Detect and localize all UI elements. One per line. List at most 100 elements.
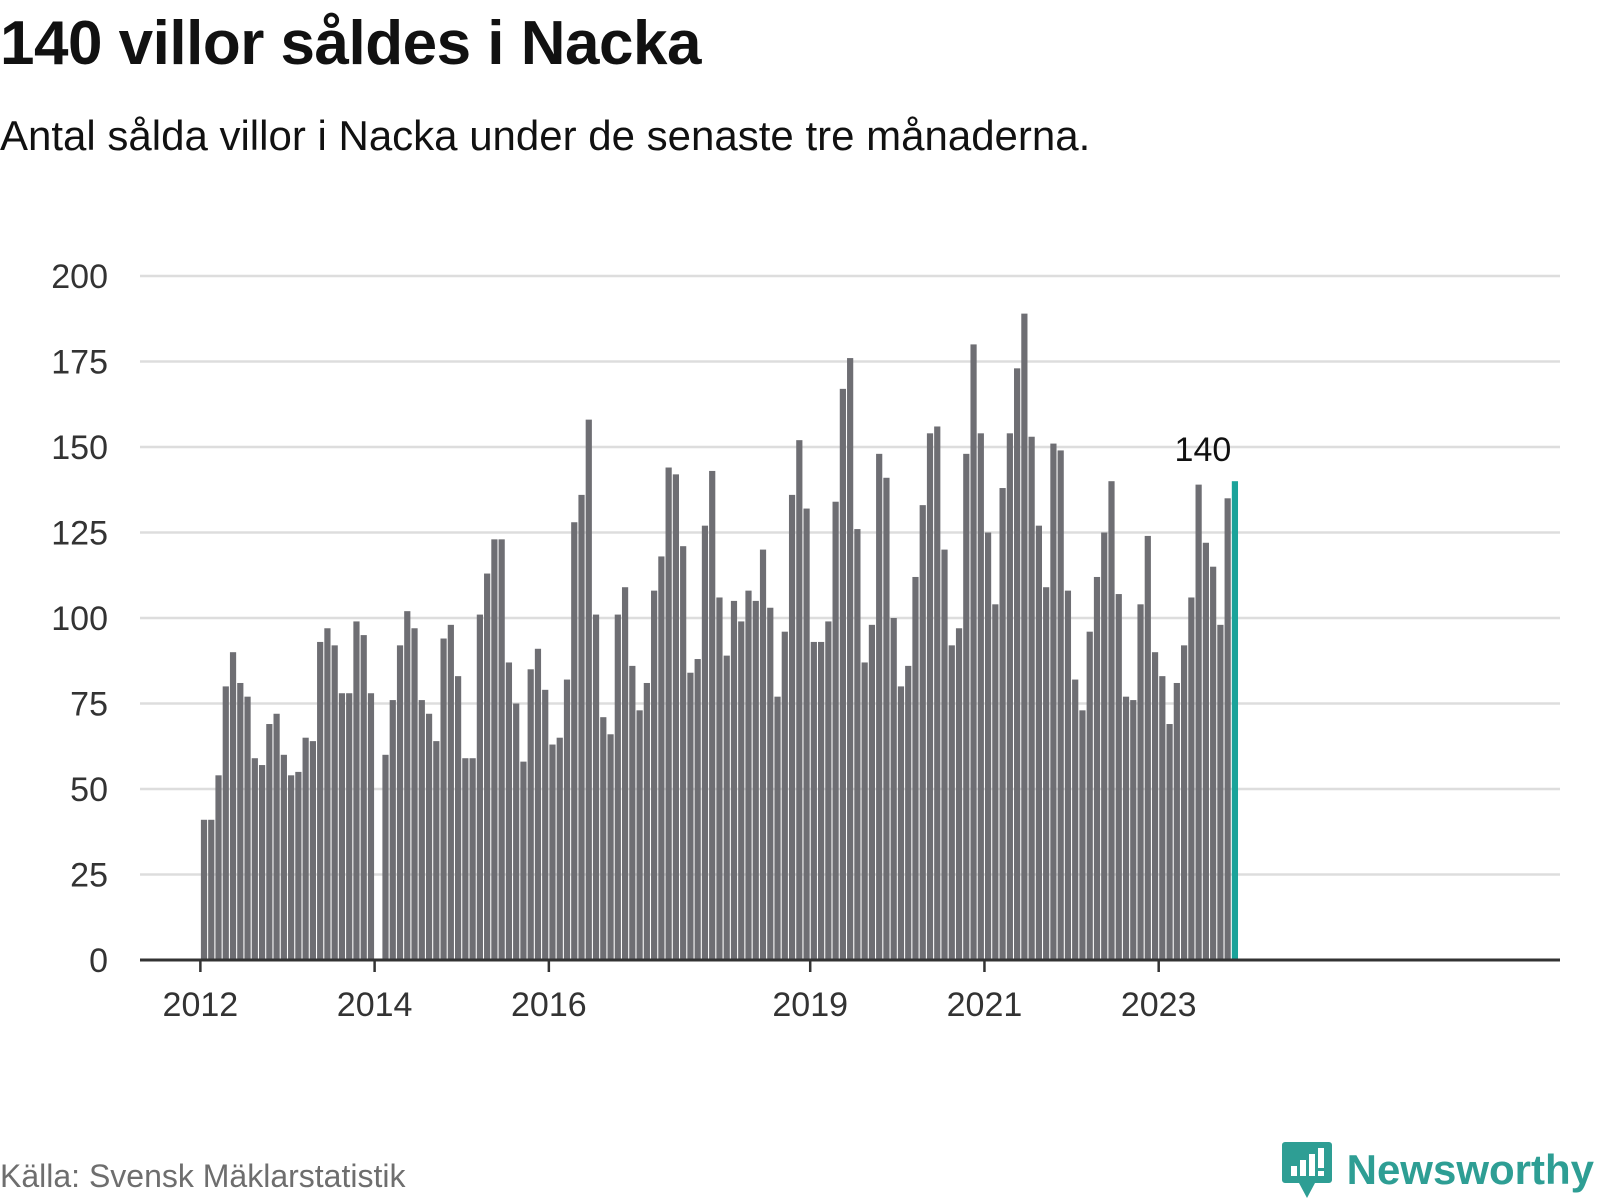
bar [1014, 368, 1021, 961]
bar [607, 734, 614, 960]
bar [302, 737, 309, 960]
bar [1072, 679, 1079, 960]
bar [1217, 624, 1224, 960]
bar [324, 628, 331, 960]
y-tick-label: 175 [51, 344, 108, 382]
bar [781, 631, 788, 960]
bar [498, 539, 505, 960]
bar [592, 614, 600, 960]
bar [941, 549, 948, 960]
bar [251, 758, 258, 960]
bar [977, 433, 984, 960]
x-tick-label: 2016 [511, 986, 587, 1024]
bar [484, 573, 491, 960]
bar [774, 696, 781, 960]
bar [788, 494, 796, 960]
bar [1086, 631, 1093, 960]
bar [360, 635, 367, 960]
y-tick-label: 125 [51, 515, 108, 553]
bar [1035, 525, 1042, 960]
bar [578, 494, 585, 960]
bar [215, 775, 222, 960]
bar [273, 713, 280, 960]
bar [1101, 532, 1108, 960]
bar [200, 819, 208, 960]
bar [1166, 724, 1173, 960]
bar [513, 703, 520, 960]
bar [1093, 576, 1101, 960]
x-tick-label: 2019 [772, 986, 848, 1024]
bar [745, 590, 752, 960]
bar [926, 433, 934, 960]
bar [455, 676, 462, 960]
bar [229, 652, 237, 960]
bar [1006, 433, 1013, 960]
bar [237, 682, 244, 960]
bar [999, 488, 1006, 960]
bar [934, 426, 941, 961]
bar [1115, 594, 1122, 960]
bar [585, 419, 592, 960]
y-tick-label: 150 [51, 429, 108, 467]
bar [1130, 700, 1137, 960]
bar [542, 689, 549, 960]
bar [1144, 535, 1151, 960]
bar [861, 662, 868, 960]
bar [1050, 443, 1057, 961]
bar [1210, 566, 1217, 960]
bar [897, 686, 905, 960]
bar [600, 717, 607, 960]
bar [556, 737, 563, 960]
bar [730, 600, 738, 960]
brand[interactable]: Newsworthy [1281, 1140, 1594, 1200]
bar [709, 470, 716, 960]
bar [970, 344, 977, 960]
bar [651, 590, 658, 960]
bar [832, 501, 839, 960]
bar [520, 761, 527, 960]
bar [984, 532, 992, 960]
bars [200, 313, 1239, 961]
bar [1188, 597, 1195, 960]
x-tick-label: 2021 [947, 986, 1023, 1024]
y-tick-label: 100 [51, 600, 108, 638]
bar [614, 614, 621, 960]
bar [919, 505, 926, 960]
bar [687, 672, 694, 960]
bar [469, 758, 476, 960]
bar [643, 682, 650, 960]
bar [1021, 313, 1028, 960]
bar [549, 744, 556, 960]
bar [1195, 484, 1202, 960]
bar [462, 758, 469, 960]
bar [629, 665, 636, 960]
bar [1043, 587, 1050, 960]
bar [955, 628, 963, 960]
bar [868, 624, 876, 960]
bar [571, 522, 578, 960]
highlight-value-label: 140 [1175, 431, 1232, 469]
x-tick-label: 2014 [337, 986, 413, 1024]
y-tick-label: 25 [70, 857, 108, 895]
bar [331, 645, 338, 960]
bar [425, 713, 433, 960]
bar [680, 546, 687, 960]
bar [1224, 498, 1231, 960]
y-tick-label: 50 [70, 771, 108, 809]
bar [222, 686, 229, 960]
source-note: Källa: Svensk Mäklarstatistik [0, 1158, 406, 1194]
bar [738, 621, 745, 960]
y-tick-label: 0 [89, 942, 108, 980]
bar [208, 819, 215, 960]
bar [672, 474, 679, 960]
bar [825, 621, 832, 960]
bar [723, 655, 730, 960]
bar [752, 600, 759, 960]
bar [258, 765, 266, 960]
bar [476, 614, 483, 960]
bar [803, 508, 810, 960]
bar [658, 556, 665, 960]
bar [883, 477, 890, 960]
bar [854, 529, 861, 960]
